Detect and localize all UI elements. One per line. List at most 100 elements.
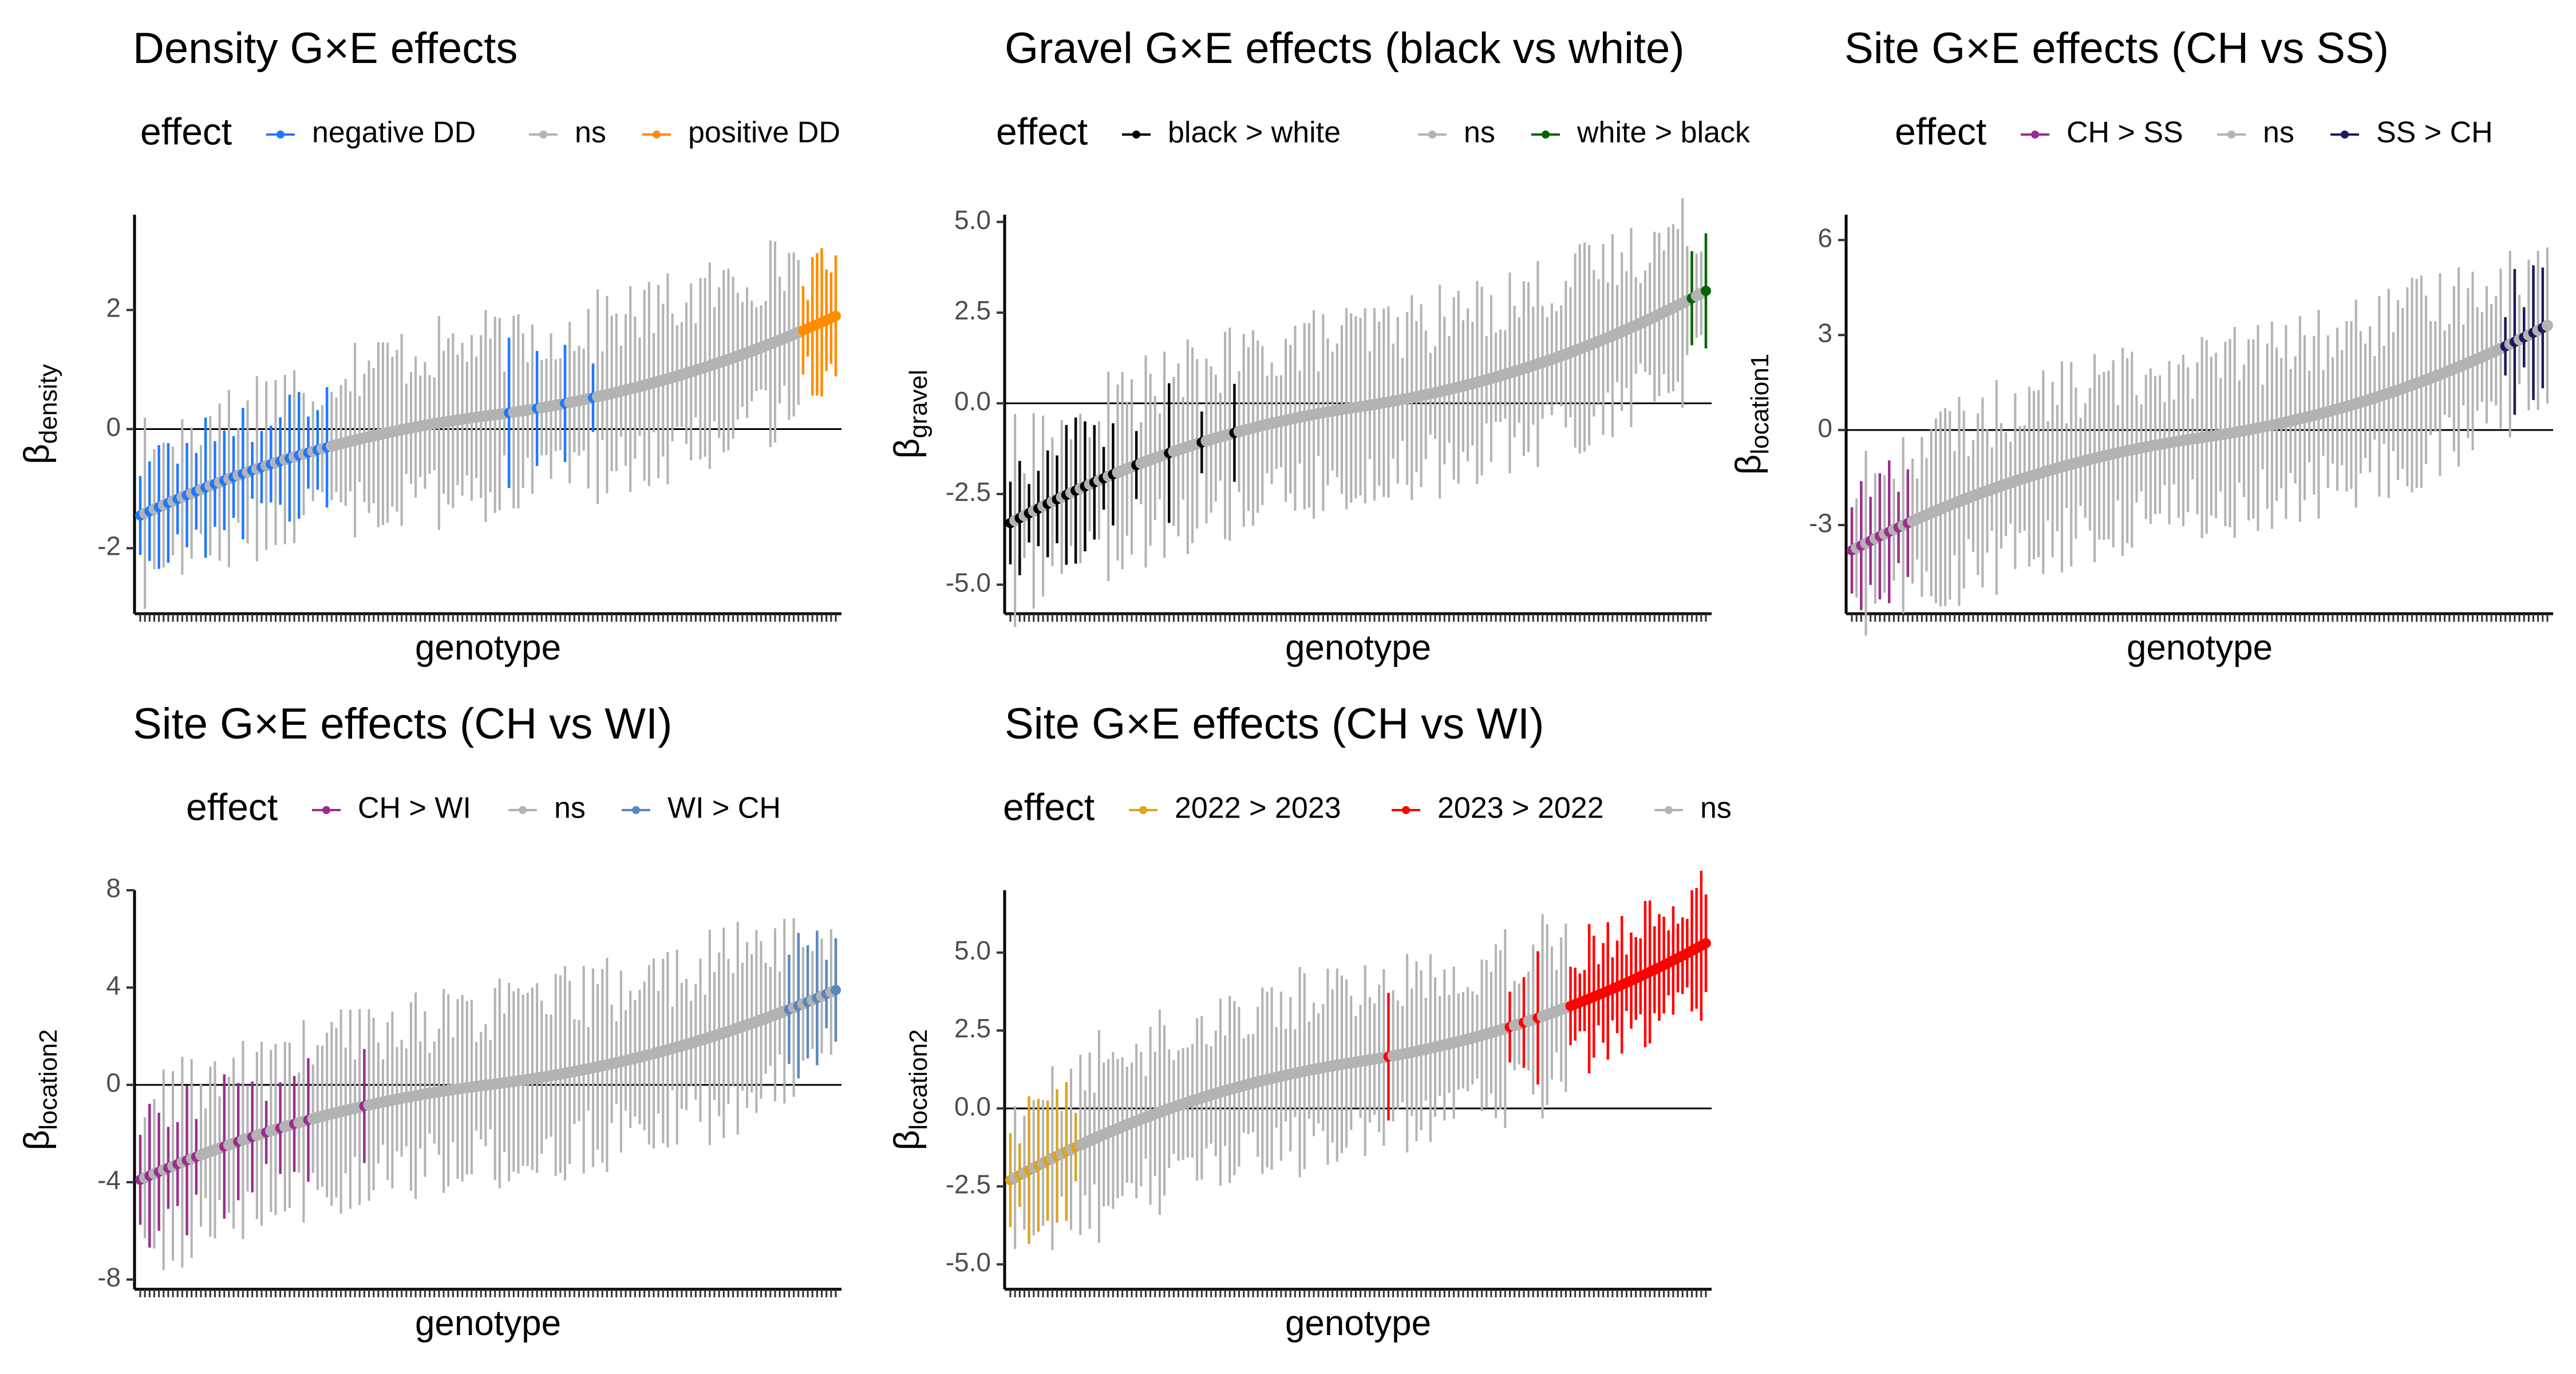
chart-panel-location1: Site G×E effects (CH vs SS) effect CH > SS… (1729, 24, 2553, 668)
y-tick-label: -3 (1809, 508, 1832, 538)
legend-key (642, 131, 671, 139)
legend-key-point (1665, 806, 1673, 814)
legend-key (529, 131, 558, 139)
y-axis-label-subscript: location2 (904, 1029, 933, 1130)
x-axis-label: genotype (415, 1304, 561, 1343)
legend-title: effect (996, 110, 1088, 152)
legend-key (1129, 806, 1157, 814)
y-axis-label: βlocation2 (17, 1029, 62, 1151)
legend-key (1122, 131, 1151, 139)
y-axis-label-symbol: β (17, 1130, 57, 1151)
legend-key-point (1542, 131, 1550, 139)
y-tick-label: 3 (1818, 318, 1832, 348)
point-estimate (831, 985, 841, 996)
data-point-group (1701, 233, 1711, 349)
x-axis-label: genotype (1285, 628, 1431, 668)
legend-key (1418, 131, 1447, 139)
legend-key-point (322, 806, 330, 814)
legend-label: CH > SS (2067, 116, 2183, 149)
legend-title: effect (1003, 785, 1095, 828)
legend-key (2021, 131, 2049, 139)
y-axis-label-subscript: location2 (34, 1029, 62, 1130)
y-tick-label: -5.0 (946, 567, 991, 597)
y-tick-label: -5.0 (946, 1247, 991, 1277)
legend-label: ns (2263, 116, 2294, 149)
legend-label: ns (1700, 792, 1732, 825)
data-point-group (831, 938, 841, 1042)
legend-key (622, 806, 650, 814)
legend-label: ns (1464, 116, 1495, 149)
legend-key-point (1402, 806, 1410, 814)
legend-label: positive DD (688, 116, 840, 149)
chart-panel-location2_b: Site G×E effects (CH vs WI) effect 2022 > … (887, 700, 1732, 1343)
legend-key-point (2227, 131, 2235, 139)
legend-title: effect (1895, 110, 1986, 152)
y-tick-label: 0.0 (954, 1091, 991, 1121)
y-axis-label-symbol: β (887, 1130, 927, 1151)
legend-key (266, 131, 295, 139)
legend-key (1531, 131, 1560, 139)
y-tick-label: 8 (106, 873, 121, 903)
y-tick-label: -2 (97, 531, 121, 561)
y-tick-label: 2.5 (954, 295, 991, 325)
legend-label: WI > CH (667, 792, 781, 825)
legend-key-point (1132, 131, 1140, 139)
y-tick-label: -2.5 (946, 477, 991, 507)
data-point-group (2542, 247, 2553, 404)
legend-key (508, 806, 537, 814)
legend-title: effect (186, 785, 278, 828)
legend-label: 2022 > 2023 (1175, 792, 1341, 825)
legend-label: negative DD (312, 116, 476, 149)
y-axis-label-symbol: β (887, 439, 927, 459)
chart-title: Site G×E effects (CH vs WI) (133, 700, 672, 748)
y-axis-label-subscript: location1 (1746, 354, 1774, 455)
legend-label: white > black (1577, 116, 1751, 149)
legend-label: ns (554, 792, 586, 825)
chart-panel-gravel: Gravel G×E effects (black vs white) effec… (887, 24, 1751, 668)
point-estimate (1701, 938, 1711, 949)
y-tick-label: 0 (106, 412, 121, 442)
y-axis-label: βlocation2 (887, 1029, 933, 1151)
legend-label: black > white (1168, 116, 1341, 149)
chart-title: Site G×E effects (CH vs SS) (1844, 24, 2389, 73)
y-tick-label: 5.0 (954, 205, 991, 235)
legend-label: ns (575, 116, 606, 149)
y-tick-label: 2.5 (954, 1013, 991, 1043)
legend-label: SS > CH (2376, 116, 2493, 149)
point-estimate (2542, 319, 2553, 331)
x-axis-label: genotype (415, 628, 561, 668)
chart-panel-location2_a: Site G×E effects (CH vs WI) effect CH > WI… (17, 700, 841, 1343)
legend-key-point (539, 131, 547, 139)
y-tick-label: -4 (97, 1165, 121, 1195)
x-axis-label: genotype (1285, 1304, 1431, 1343)
chart-title: Density G×E effects (133, 24, 517, 73)
y-axis-label: βdensity (17, 364, 62, 464)
legend-key-point (1139, 806, 1147, 814)
chart-panel-density: Density G×E effects effect negative DD ns po… (17, 24, 841, 668)
y-tick-label: 0 (1818, 413, 1832, 443)
y-tick-label: -2.5 (946, 1169, 991, 1199)
y-axis-label: βgravel (887, 370, 933, 459)
legend-label: 2023 > 2022 (1437, 792, 1604, 825)
data-point-group (1701, 894, 1711, 992)
y-tick-label: 5.0 (954, 935, 991, 965)
chart-title: Gravel G×E effects (black vs white) (1005, 24, 1685, 73)
y-axis-label-subscript: gravel (904, 370, 933, 439)
legend-key (1654, 806, 1683, 814)
y-tick-label: 4 (106, 970, 121, 1000)
data-point-group (831, 255, 841, 377)
y-tick-label: 0.0 (954, 386, 991, 416)
legend-title: effect (140, 110, 232, 152)
legend-key-point (2341, 131, 2349, 139)
point-estimate (831, 310, 841, 321)
legend-key-point (276, 131, 285, 139)
legend-key (2330, 131, 2359, 139)
y-axis-label-subscript: density (34, 364, 62, 444)
legend-key (2217, 131, 2246, 139)
y-tick-label: 6 (1818, 223, 1832, 252)
y-tick-label: -8 (97, 1262, 121, 1292)
y-axis-label-symbol: β (17, 444, 57, 464)
chart-title: Site G×E effects (CH vs WI) (1005, 700, 1544, 748)
x-axis-label: genotype (2127, 628, 2273, 668)
